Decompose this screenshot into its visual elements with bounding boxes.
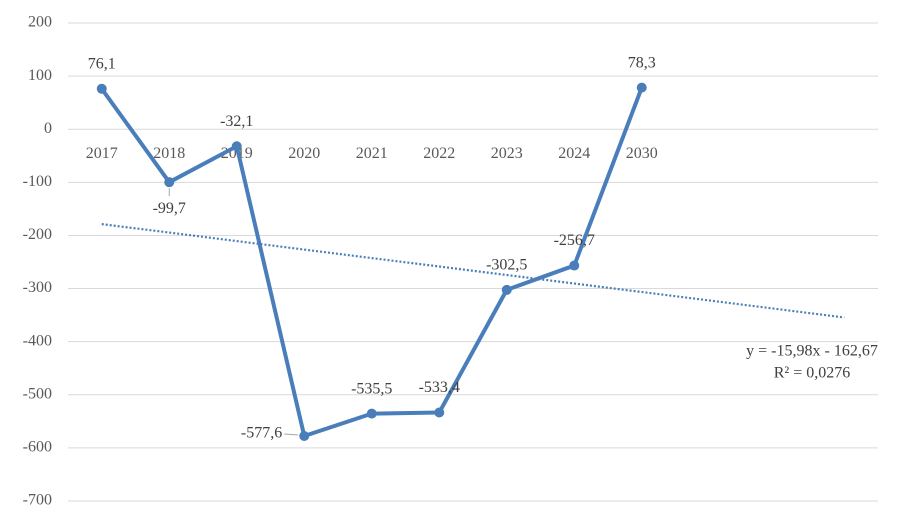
- x-tick-label: 2022: [423, 145, 455, 162]
- trendline-r-squared: R² = 0,0276: [774, 365, 851, 382]
- trendline-equation: y = -15,98x - 162,67: [746, 343, 878, 360]
- trendline: [101, 223, 845, 319]
- y-tick-label: -300: [23, 279, 52, 296]
- data-label: -99,7: [153, 200, 186, 217]
- data-label: 76,1: [88, 55, 116, 72]
- series-marker: [164, 177, 175, 188]
- x-tick-label: 2024: [558, 145, 590, 162]
- y-tick-label: 0: [44, 120, 52, 137]
- series-marker: [569, 260, 580, 271]
- x-tick-label: 2017: [86, 145, 118, 162]
- series-marker: [366, 408, 377, 419]
- series-marker: [636, 82, 647, 93]
- y-tick-label: -400: [23, 332, 52, 349]
- data-label: -535,5: [351, 380, 392, 397]
- y-tick-label: -200: [23, 226, 52, 243]
- y-tick-label: -600: [23, 439, 52, 456]
- data-label: -256,7: [554, 232, 595, 249]
- y-tick-label: 100: [28, 67, 52, 84]
- x-tick-label: 2021: [356, 145, 388, 162]
- series-marker: [501, 284, 512, 295]
- y-tick-label: 200: [28, 14, 52, 31]
- data-label: -577,6: [241, 425, 282, 442]
- x-tick-label: 2020: [288, 145, 320, 162]
- series-marker: [96, 83, 107, 94]
- y-tick-label: -100: [23, 173, 52, 190]
- x-tick-label: 2018: [153, 145, 185, 162]
- leader-line: [284, 433, 299, 436]
- x-tick-label: 2023: [491, 145, 523, 162]
- y-tick-label: -700: [23, 492, 52, 509]
- series-marker: [299, 430, 310, 441]
- series-marker: [231, 141, 242, 152]
- series-marker: [434, 407, 445, 418]
- data-label: 78,3: [628, 54, 656, 71]
- y-tick-label: -500: [23, 385, 52, 402]
- data-label: -533,4: [419, 379, 460, 396]
- data-label: -32,1: [220, 113, 253, 130]
- data-label: -302,5: [486, 257, 527, 274]
- x-tick-label: 2030: [626, 145, 658, 162]
